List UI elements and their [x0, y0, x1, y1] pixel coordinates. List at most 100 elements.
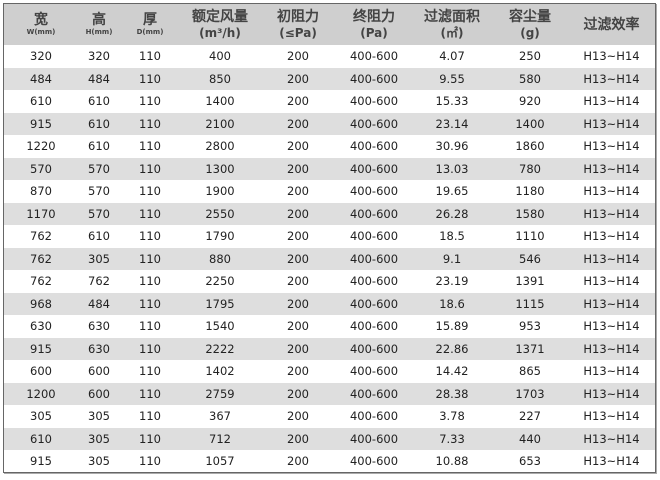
- table-row: 915 630 110 2222 200 400-600 22.86 1371 H13~H14: [4, 337, 655, 360]
- table-cell: 630: [88, 341, 110, 356]
- table-cell: 23.14: [435, 116, 469, 131]
- table-cell: H13~H14: [583, 319, 640, 334]
- table-cell: 19.65: [435, 184, 469, 199]
- table-cell: H13~H14: [583, 139, 640, 154]
- table-cell: 653: [519, 454, 541, 469]
- column-header: 高 H(mm): [78, 12, 120, 37]
- table-cell: H13~H14: [583, 364, 640, 379]
- table-cell: 110: [139, 71, 161, 86]
- table-cell: 3.78: [439, 409, 465, 424]
- table-cell: 1860: [515, 139, 545, 154]
- table-cell: 570: [88, 184, 110, 199]
- table-cell: 762: [30, 229, 52, 244]
- table-cell: 26.28: [435, 206, 469, 221]
- table-cell: 9.55: [439, 71, 465, 86]
- table-cell: 110: [139, 49, 161, 64]
- table-cell: 400-600: [349, 161, 399, 176]
- table-cell: 14.42: [435, 364, 469, 379]
- table-cell: 1795: [205, 296, 235, 311]
- table-cell: 110: [139, 229, 161, 244]
- table-cell: 1540: [205, 319, 235, 334]
- table-cell: 200: [287, 206, 309, 221]
- table-cell: 400-600: [349, 184, 399, 199]
- table-cell: 865: [519, 364, 541, 379]
- table-cell: 610: [88, 94, 110, 109]
- column-header-title: 过滤效率: [583, 16, 640, 33]
- table-cell: 915: [30, 341, 52, 356]
- table-cell: 200: [287, 364, 309, 379]
- table-row: 762 762 110 2250 200 400-600 23.19 1391 H13~H14: [4, 270, 655, 293]
- table-cell: 762: [30, 274, 52, 289]
- table-cell: 1057: [205, 454, 235, 469]
- table-cell: 305: [88, 251, 110, 266]
- table-row: 610 610 110 1400 200 400-600 15.33 920 H13~H14: [4, 90, 655, 113]
- table-cell: 200: [287, 184, 309, 199]
- table-cell: 110: [139, 341, 161, 356]
- column-header-title: 厚: [143, 12, 157, 28]
- table-cell: 2759: [205, 386, 235, 401]
- table-cell: 15.33: [435, 94, 469, 109]
- column-header: 过滤效率: [568, 17, 655, 33]
- table-cell: 610: [30, 431, 52, 446]
- column-header-title: 过滤面积: [424, 8, 480, 25]
- table-cell: 200: [287, 94, 309, 109]
- table-cell: 110: [139, 274, 161, 289]
- table-cell: 400-600: [349, 296, 399, 311]
- table-cell: 880: [209, 251, 231, 266]
- table-cell: 1180: [515, 184, 545, 199]
- table-cell: 546: [519, 251, 541, 266]
- column-header-unit: (㎡): [440, 25, 464, 40]
- column-header: 宽 W(mm): [4, 12, 78, 37]
- table-row: 305 305 110 367 200 400-600 3.78 227 H13~H14: [4, 405, 655, 428]
- table-cell: 1400: [205, 94, 235, 109]
- table-cell: H13~H14: [583, 71, 640, 86]
- table-cell: 600: [88, 364, 110, 379]
- table-row: 762 305 110 880 200 400-600 9.1 546 H13~H14: [4, 247, 655, 270]
- table-cell: 400-600: [349, 409, 399, 424]
- table-cell: 1220: [26, 139, 56, 154]
- table-cell: 484: [30, 71, 52, 86]
- table-cell: 250: [519, 49, 541, 64]
- table-cell: 13.03: [435, 161, 469, 176]
- table-cell: 762: [30, 251, 52, 266]
- table-cell: H13~H14: [583, 206, 640, 221]
- table-cell: 610: [88, 116, 110, 131]
- table-row: 915 305 110 1057 200 400-600 10.88 653 H13~H14: [4, 450, 655, 473]
- column-header-unit: (Pa): [360, 25, 388, 40]
- table-cell: 600: [30, 364, 52, 379]
- table-cell: 22.86: [435, 341, 469, 356]
- table-cell: 305: [30, 409, 52, 424]
- table-cell: 400-600: [349, 431, 399, 446]
- table-cell: 630: [88, 319, 110, 334]
- filter-spec-table: 宽 W(mm) 高 H(mm) 厚 D(mm) 额定风量 (m³/h) 初阻力 (≤Pa) 终阻力(…: [3, 3, 656, 473]
- table-cell: 30.96: [435, 139, 469, 154]
- table-cell: 200: [287, 319, 309, 334]
- table-cell: 200: [287, 454, 309, 469]
- column-header-title: 终阻力: [353, 8, 395, 25]
- table-cell: 570: [30, 161, 52, 176]
- table-cell: 400-600: [349, 386, 399, 401]
- table-cell: H13~H14: [583, 49, 640, 64]
- column-header-unit: (g): [520, 25, 540, 40]
- table-cell: 600: [88, 386, 110, 401]
- table-cell: 1703: [515, 386, 545, 401]
- table-cell: 610: [88, 139, 110, 154]
- table-cell: 9.1: [442, 251, 462, 266]
- table-cell: 484: [88, 296, 110, 311]
- column-header-title: 额定风量: [192, 8, 248, 25]
- column-header-unit: (m³/h): [199, 25, 241, 40]
- table-cell: H13~H14: [583, 161, 640, 176]
- table-cell: 200: [287, 229, 309, 244]
- table-cell: H13~H14: [583, 94, 640, 109]
- table-cell: 400-600: [349, 274, 399, 289]
- table-row: 1200 600 110 2759 200 400-600 28.38 1703 H13~H14: [4, 382, 655, 405]
- table-cell: H13~H14: [583, 274, 640, 289]
- table-cell: 400-600: [349, 49, 399, 64]
- table-cell: 110: [139, 206, 161, 221]
- table-cell: H13~H14: [583, 229, 640, 244]
- table-cell: 200: [287, 251, 309, 266]
- table-cell: 400-600: [349, 454, 399, 469]
- table-cell: 18.5: [439, 229, 465, 244]
- column-header-title: 宽: [34, 12, 48, 28]
- table-cell: 762: [88, 274, 110, 289]
